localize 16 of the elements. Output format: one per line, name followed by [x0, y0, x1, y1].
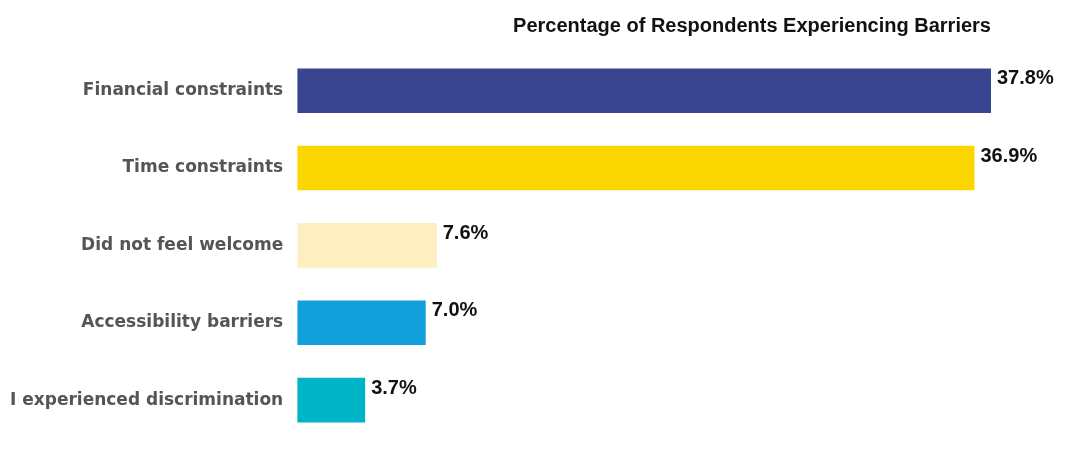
chart-title: Percentage of Respondents Experiencing Barriers: [513, 13, 991, 36]
bar: [297, 68, 991, 113]
data-label: 7.6%: [442, 220, 489, 243]
y-tick-label: I experienced discrimination: [9, 388, 284, 409]
data-label: 3.7%: [371, 375, 417, 398]
y-tick-label: Did not feel welcome: [81, 233, 284, 254]
data-label: 37.8%: [997, 66, 1054, 89]
y-tick-label: Accessibility barriers: [81, 311, 284, 332]
bar: [297, 300, 426, 346]
y-tick-label: Time constraints: [122, 156, 284, 177]
data-label: 7.0%: [431, 298, 478, 321]
bar: [297, 145, 975, 191]
bar: [297, 223, 437, 268]
y-tick-label: Financial constraints: [82, 79, 284, 100]
bar: [297, 377, 366, 423]
data-label: 36.9%: [980, 143, 1038, 166]
